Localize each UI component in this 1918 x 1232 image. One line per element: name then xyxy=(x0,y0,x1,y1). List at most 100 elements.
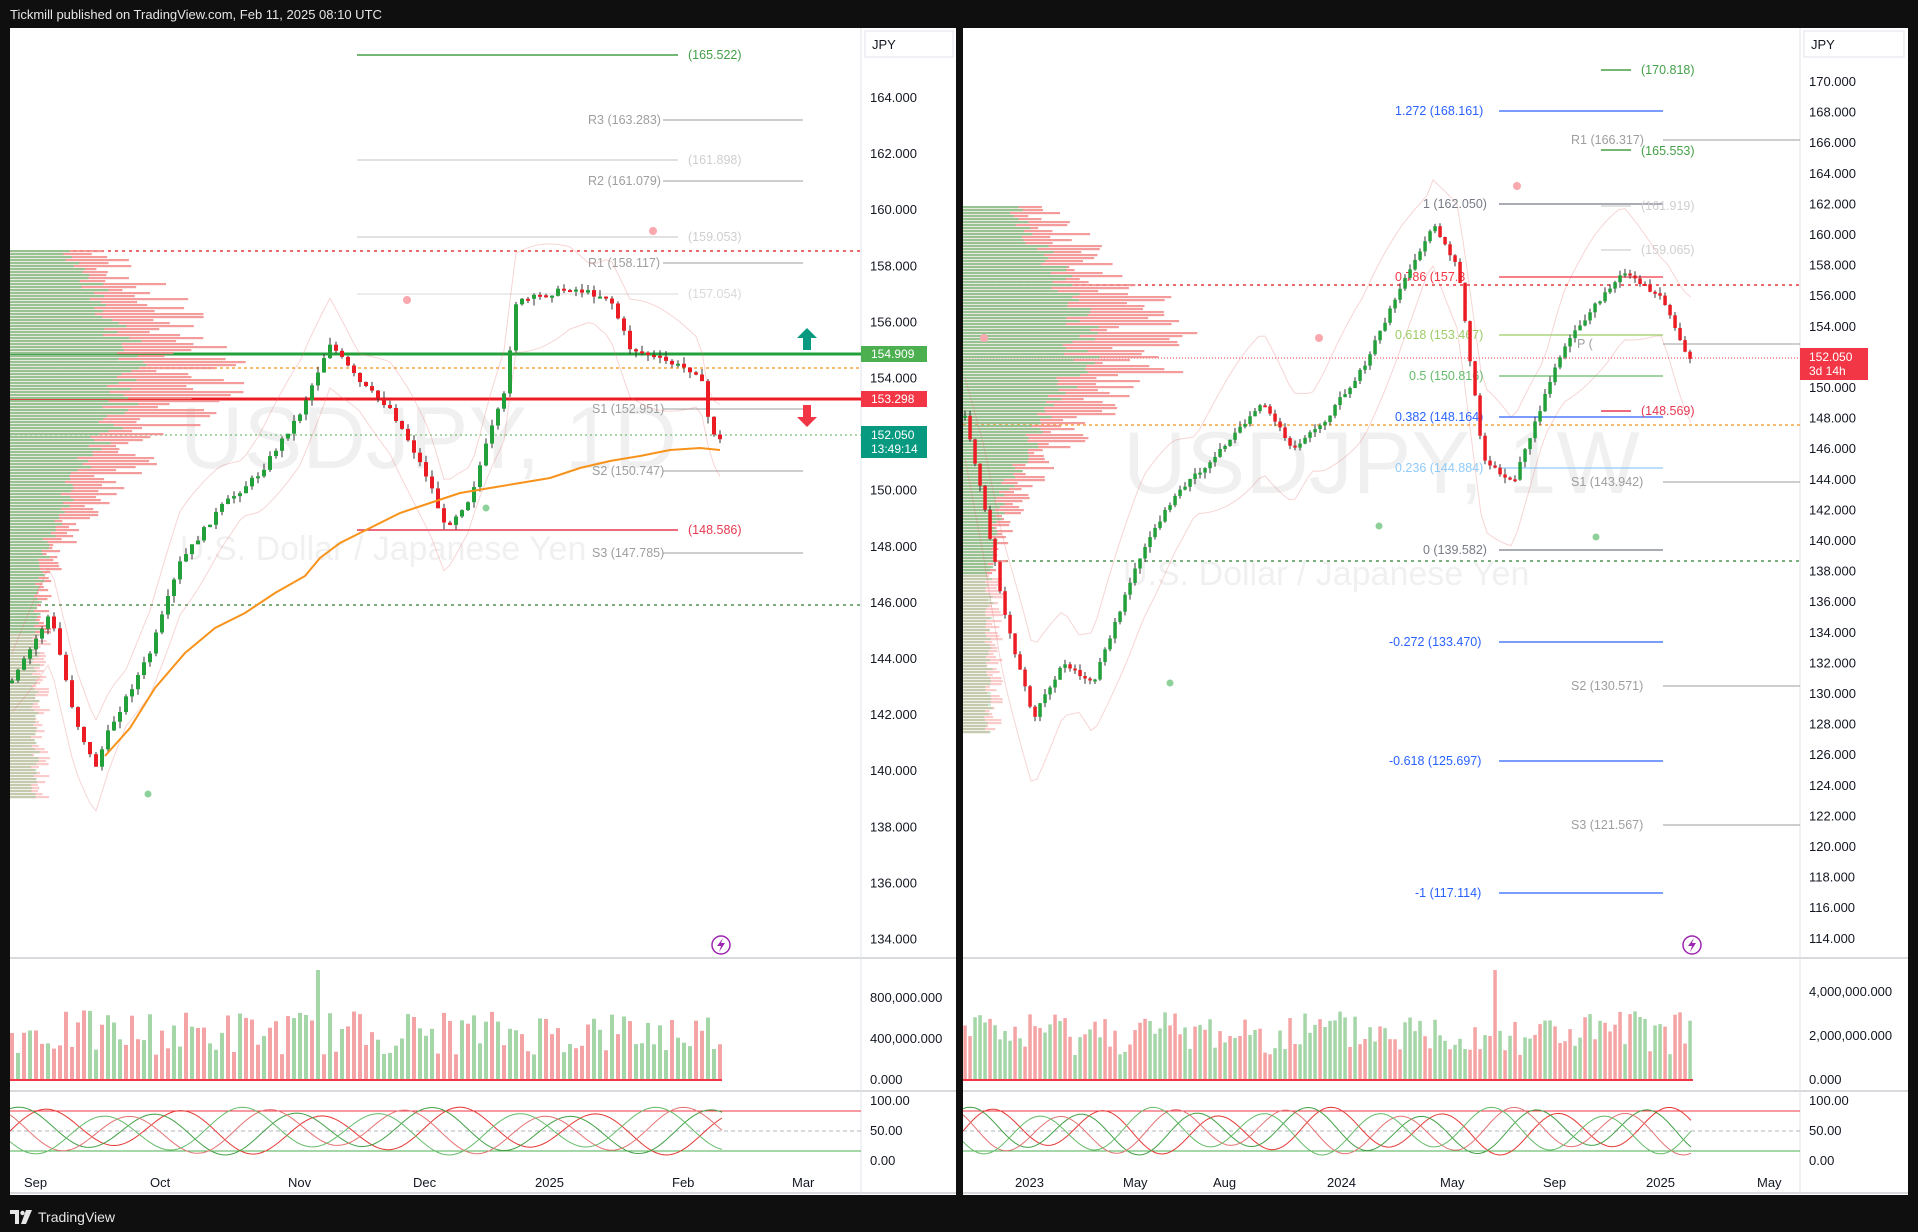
volume-bar xyxy=(1413,1031,1417,1080)
profile-bar-buy xyxy=(963,239,1024,242)
candle-body xyxy=(1423,241,1427,252)
profile-bar-buy xyxy=(10,283,104,286)
profile-bar-buy xyxy=(963,608,987,611)
pivot-r1-label: R1 (158.117) xyxy=(588,256,660,270)
buy-arrow-icon[interactable] xyxy=(797,328,817,350)
candlestick-series[interactable] xyxy=(10,284,722,771)
profile-bar-sell xyxy=(963,680,1003,683)
chart-weekly[interactable]: USDJPY, 1W U.S. Dollar / Japanese Yen JP… xyxy=(963,28,1908,1195)
volume-bar xyxy=(466,1023,470,1080)
price-tick: 144.000 xyxy=(1809,472,1856,487)
profile-bar-sell xyxy=(10,739,35,742)
profile-bar-buy xyxy=(10,532,52,535)
profile-bar-buy xyxy=(10,325,127,328)
candle-body xyxy=(1628,273,1632,276)
volume-bar xyxy=(1348,1047,1352,1080)
profile-bar-buy xyxy=(10,253,64,256)
chart-daily-canvas[interactable]: USDJPY, 1D U.S. Dollar / Japanese Yen JP… xyxy=(10,28,956,1195)
profile-bar-buy xyxy=(10,364,147,367)
profile-bar-sell xyxy=(963,212,1060,215)
profile-bar-sell xyxy=(10,649,38,652)
price-axis[interactable]: 164.000 162.000 160.000 158.000 156.000 154.0… xyxy=(870,90,917,947)
profile-bar-sell xyxy=(963,344,1180,347)
profile-bar-buy xyxy=(963,242,1026,245)
candlestick-series[interactable] xyxy=(963,223,1692,722)
candle-body xyxy=(412,440,416,453)
profile-bar-sell xyxy=(963,611,1001,614)
profile-bar-sell xyxy=(10,697,36,700)
volume-histogram xyxy=(10,970,722,1081)
candle-body xyxy=(718,434,722,440)
profile-bar-sell xyxy=(963,608,999,611)
candle-body xyxy=(1553,367,1557,383)
profile-bar-buy xyxy=(10,727,37,730)
price-tick: 132.000 xyxy=(1809,655,1856,670)
volume-bar xyxy=(130,1015,134,1080)
price-tick: 146.000 xyxy=(1809,441,1856,456)
price-axis[interactable]: 170.000 168.000 166.000 164.000 162.000 160.0… xyxy=(1809,74,1856,946)
profile-bar-buy xyxy=(963,365,1087,368)
profile-bar-sell xyxy=(10,682,41,685)
volume-bar xyxy=(1618,1011,1622,1080)
candle-body xyxy=(1428,231,1432,242)
candle-body xyxy=(1108,638,1112,650)
publish-text: Tickmill published on TradingView.com, F… xyxy=(10,7,382,22)
profile-bar-sell xyxy=(10,676,47,679)
currency-box[interactable] xyxy=(864,30,954,58)
profile-bar-buy xyxy=(10,643,37,646)
volume-bar xyxy=(1038,1027,1042,1080)
profile-bar-sell xyxy=(10,730,45,733)
profile-bar-buy xyxy=(963,611,986,614)
candle-body xyxy=(1683,340,1687,352)
profile-bar-sell xyxy=(963,716,994,719)
volume-bar xyxy=(1223,1042,1227,1080)
profile-bar-sell xyxy=(10,652,45,655)
profile-bar-sell xyxy=(963,638,1003,641)
volume-bar xyxy=(1423,1036,1427,1080)
profile-bar-buy xyxy=(10,517,60,520)
profile-bar-buy xyxy=(10,313,96,316)
bollinger-bands xyxy=(964,179,1692,782)
profile-bar-buy xyxy=(10,586,40,589)
lightning-icon[interactable] xyxy=(711,935,731,955)
profile-bar-sell xyxy=(10,400,220,403)
profile-bar-buy xyxy=(10,796,36,799)
profile-bar-sell xyxy=(963,722,1002,725)
lightning-icon[interactable] xyxy=(1682,935,1702,955)
band-lower xyxy=(11,322,721,812)
publish-header: Tickmill published on TradingView.com, F… xyxy=(0,0,1918,28)
price-tick: 168.000 xyxy=(1809,105,1856,120)
time-tick: Dec xyxy=(413,1175,437,1190)
fib-label-0382: 0.382 (148.164) xyxy=(1395,410,1483,424)
profile-bar-buy xyxy=(10,346,123,349)
profile-bar-sell xyxy=(963,623,993,626)
profile-bar-buy xyxy=(963,602,994,605)
volume-bar xyxy=(1203,1029,1207,1080)
volume-bar xyxy=(1078,1037,1082,1080)
chart-daily[interactable]: USDJPY, 1D U.S. Dollar / Japanese Yen JP… xyxy=(10,28,956,1195)
volume-bar xyxy=(1658,1024,1662,1080)
volume-bar xyxy=(1258,1028,1262,1080)
profile-bar-buy xyxy=(963,392,1066,395)
volume-bar xyxy=(622,1016,626,1080)
candle-body xyxy=(1548,382,1552,394)
profile-bar-sell xyxy=(963,626,1000,629)
sell-arrow-icon[interactable] xyxy=(797,405,817,427)
profile-bar-sell xyxy=(10,391,244,394)
volume-bar xyxy=(1553,1026,1557,1080)
profile-bar-buy xyxy=(963,404,1054,407)
profile-bar-buy xyxy=(963,368,1086,371)
volume-bar xyxy=(328,1013,332,1080)
moving-average-line[interactable] xyxy=(104,446,721,757)
price-tick: 138.000 xyxy=(870,819,917,834)
candle-body xyxy=(1173,495,1177,506)
volume-bar xyxy=(1018,1038,1022,1080)
volume-bar xyxy=(454,1054,458,1080)
currency-box[interactable] xyxy=(1803,30,1905,58)
volume-bar xyxy=(520,1034,524,1080)
price-tick: 154.000 xyxy=(870,371,917,386)
candle-body xyxy=(1443,237,1447,245)
fib-label-neg1: -1 (117.114) xyxy=(1415,886,1481,900)
volume-bar xyxy=(484,1021,488,1080)
chart-weekly-canvas[interactable]: USDJPY, 1W U.S. Dollar / Japanese Yen JP… xyxy=(963,28,1908,1195)
